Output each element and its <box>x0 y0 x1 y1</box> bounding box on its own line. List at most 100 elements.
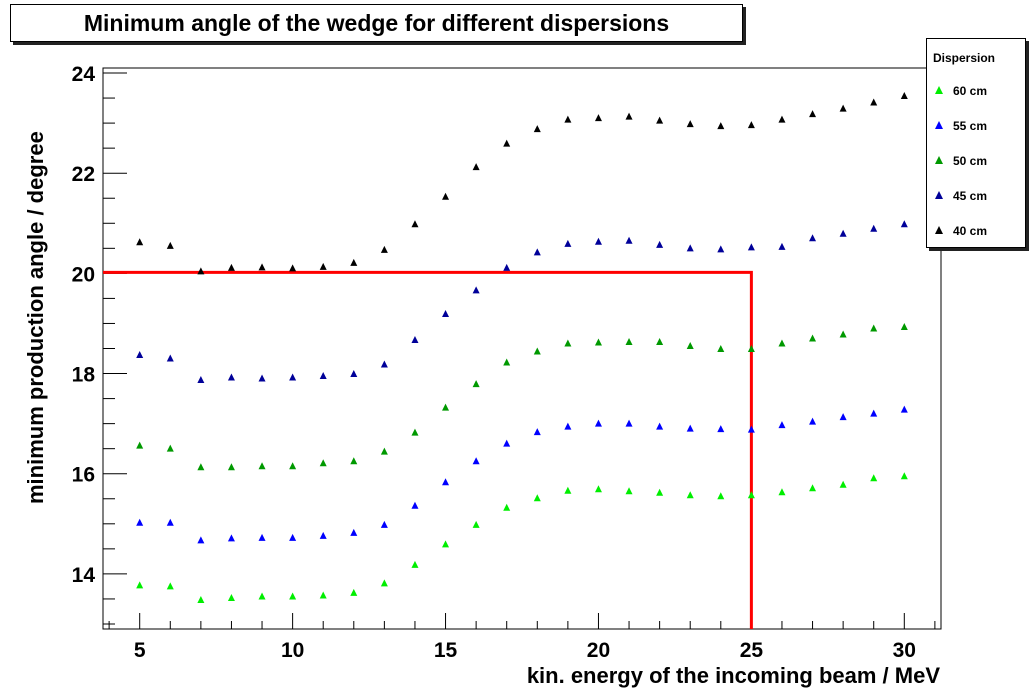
data-point <box>136 518 144 526</box>
x-tick-label: 15 <box>434 639 458 662</box>
data-point <box>870 409 878 417</box>
data-point <box>442 192 450 200</box>
data-point <box>166 354 174 362</box>
data-point <box>747 121 755 129</box>
data-point <box>289 264 297 272</box>
data-point <box>686 491 694 499</box>
data-point <box>227 373 235 381</box>
data-point <box>564 422 572 430</box>
data-point <box>472 163 480 171</box>
data-point <box>411 220 419 228</box>
data-point <box>136 351 144 359</box>
data-point <box>717 345 725 353</box>
legend-item: 40 cm <box>927 223 1027 239</box>
x-axis: 5 10 15 20 25 30 <box>108 613 936 662</box>
data-point <box>656 116 664 124</box>
x-tick-label: 30 <box>893 639 916 662</box>
data-point <box>809 110 817 118</box>
data-point <box>380 245 388 253</box>
data-point <box>472 380 480 388</box>
data-point <box>625 337 633 345</box>
data-point <box>380 579 388 587</box>
y-tick-label: 24 <box>72 63 96 86</box>
data-point <box>594 485 602 493</box>
data-point <box>503 139 511 147</box>
data-point <box>411 501 419 509</box>
data-point <box>380 360 388 368</box>
legend-label: 50 cm <box>953 154 988 168</box>
data-point <box>900 220 908 228</box>
data-point <box>625 112 633 120</box>
data-point <box>319 262 327 270</box>
data-markers <box>136 92 908 603</box>
data-point <box>747 243 755 251</box>
data-point <box>166 241 174 249</box>
reference-lines <box>103 270 753 629</box>
data-point <box>717 245 725 253</box>
data-point <box>503 503 511 511</box>
data-point <box>747 491 755 499</box>
data-point <box>656 337 664 345</box>
data-point <box>350 588 358 596</box>
data-point <box>870 474 878 482</box>
data-point <box>625 236 633 244</box>
data-point <box>533 125 541 133</box>
data-point <box>503 358 511 366</box>
legend-marker <box>935 156 943 164</box>
data-point <box>839 229 847 237</box>
data-point <box>380 447 388 455</box>
data-point <box>350 457 358 465</box>
legend-item: 45 cm <box>927 188 1027 204</box>
y-tick-label: 22 <box>72 163 95 186</box>
data-point <box>625 487 633 495</box>
data-point <box>258 533 266 541</box>
x-tick-label: 25 <box>740 639 764 662</box>
data-point <box>350 528 358 536</box>
data-point <box>472 286 480 294</box>
data-point <box>778 242 786 250</box>
data-point <box>778 339 786 347</box>
plot-frame <box>102 67 942 630</box>
data-point <box>258 592 266 600</box>
data-point <box>197 463 205 471</box>
reference-line <box>103 270 753 629</box>
x-axis-label: kin. energy of the incoming beam / MeV <box>527 663 941 688</box>
data-point <box>197 595 205 603</box>
legend-marker <box>935 86 943 94</box>
x-tick-label: 5 <box>134 639 146 662</box>
data-point <box>227 463 235 471</box>
data-point <box>656 422 664 430</box>
data-point <box>350 370 358 378</box>
data-point <box>166 582 174 590</box>
legend-marker <box>935 121 943 129</box>
data-point <box>411 335 419 343</box>
y-tick-label: 18 <box>72 364 96 387</box>
data-point <box>136 581 144 589</box>
data-point <box>197 376 205 384</box>
data-point <box>686 120 694 128</box>
data-point <box>319 372 327 380</box>
data-point <box>533 347 541 355</box>
data-point <box>503 263 511 271</box>
y-tick-label: 14 <box>72 564 96 587</box>
legend-title: Dispersion <box>933 51 996 65</box>
legend-label: 40 cm <box>953 224 988 238</box>
data-point <box>870 224 878 232</box>
data-point <box>594 114 602 122</box>
y-tick-label: 20 <box>72 263 95 286</box>
data-point <box>166 444 174 452</box>
data-point <box>258 263 266 271</box>
data-point <box>900 472 908 480</box>
x-tick-label: 20 <box>587 639 610 662</box>
data-point <box>411 560 419 568</box>
data-point <box>870 98 878 106</box>
data-point <box>747 425 755 433</box>
data-point <box>411 428 419 436</box>
data-point <box>319 531 327 539</box>
data-point <box>136 238 144 246</box>
data-point <box>258 462 266 470</box>
legend: Dispersion 60 cm 55 cm 50 cm 45 cm 40 cm <box>926 38 1026 248</box>
data-point <box>717 122 725 130</box>
data-point <box>533 248 541 256</box>
